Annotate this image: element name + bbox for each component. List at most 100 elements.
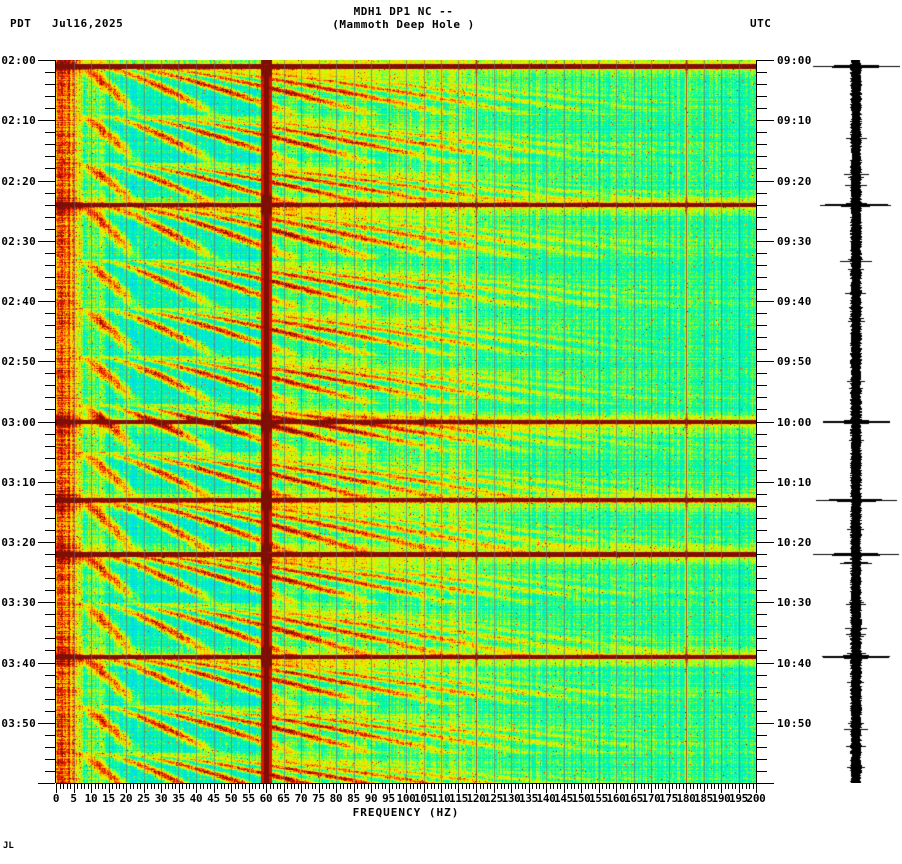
time-tick-major-left: [38, 662, 55, 664]
freq-tick-minor: [147, 784, 148, 789]
freq-tick-major: [476, 784, 477, 793]
freq-label: 135: [519, 792, 538, 805]
time-tick-minor-left: [45, 650, 55, 652]
time-tick-minor-right: [757, 758, 767, 760]
freq-tick-minor: [347, 784, 348, 789]
freq-tick-major: [756, 784, 757, 793]
freq-tick-minor: [305, 784, 306, 789]
time-label-left: 02:00: [1, 54, 36, 67]
time-tick-minor-left: [45, 409, 55, 411]
freq-tick-minor: [88, 784, 89, 789]
freq-tick-minor: [364, 784, 365, 789]
freq-tick-minor: [735, 784, 736, 789]
freq-tick-minor: [518, 784, 519, 789]
freq-label: 10: [84, 792, 98, 805]
time-tick-minor-right: [757, 204, 767, 206]
freq-tick-minor: [270, 784, 271, 789]
freq-tick-major: [458, 784, 459, 793]
time-tick-major-right: [757, 361, 774, 363]
freq-tick-minor: [340, 784, 341, 789]
freq-tick-minor: [728, 784, 729, 789]
freq-tick-minor: [483, 784, 484, 789]
freq-tick-major: [371, 784, 372, 793]
freq-tick-minor: [487, 784, 488, 789]
freq-tick-major: [301, 784, 302, 793]
freq-tick-major: [704, 784, 705, 793]
freq-tick-minor: [504, 784, 505, 789]
freq-tick-minor: [725, 784, 726, 789]
time-tick-minor-right: [757, 84, 767, 86]
freq-tick-minor: [238, 784, 239, 789]
spectrogram-plot[interactable]: [56, 60, 756, 783]
freq-tick-minor: [690, 784, 691, 789]
freq-tick-minor: [116, 784, 117, 789]
freq-label: 120: [466, 792, 486, 805]
time-label-left: 03:10: [1, 475, 36, 489]
freq-tick-minor: [151, 784, 152, 789]
freq-label: 35: [172, 792, 185, 805]
freq-tick-minor: [455, 784, 456, 789]
time-tick-minor-left: [45, 276, 55, 278]
freq-tick-minor: [658, 784, 659, 789]
freq-label: 170: [641, 792, 661, 805]
time-tick-minor-right: [757, 638, 767, 640]
time-tick-major-right: [757, 240, 774, 242]
freq-tick-minor: [102, 784, 103, 789]
freq-tick-minor: [431, 784, 432, 789]
time-label-right: 10:00: [777, 415, 812, 429]
freq-tick-major: [249, 784, 250, 793]
freq-tick-minor: [732, 784, 733, 789]
freq-tick-minor: [403, 784, 404, 789]
time-label-left: 03:30: [1, 596, 36, 610]
time-tick-minor-right: [757, 276, 767, 278]
time-label-right: 09:20: [777, 174, 812, 188]
time-tick-minor-right: [757, 228, 767, 230]
freq-label: 55: [242, 792, 255, 805]
time-tick-minor-right: [757, 746, 767, 748]
freq-tick-minor: [378, 784, 379, 789]
time-tick-minor-right: [757, 385, 767, 387]
freq-label: 105: [414, 792, 433, 805]
freq-tick-major: [599, 784, 600, 793]
time-tick-major-left: [38, 421, 55, 423]
time-tick-major-right: [757, 481, 774, 483]
corner-glyph: JL: [3, 841, 14, 851]
freq-tick-minor: [186, 784, 187, 789]
freq-tick-minor: [112, 784, 113, 789]
time-tick-minor-right: [757, 409, 767, 411]
date-label: Jul16,2025: [52, 17, 124, 30]
time-tick-minor-left: [45, 108, 55, 110]
time-tick-minor-left: [45, 566, 55, 568]
time-tick-minor-right: [757, 566, 767, 568]
freq-tick-major: [196, 784, 197, 793]
time-tick-minor-right: [757, 578, 767, 580]
freq-tick-minor: [641, 784, 642, 789]
freq-tick-minor: [77, 784, 78, 789]
freq-tick-major: [546, 784, 547, 793]
freq-label: 145: [554, 792, 573, 805]
freq-tick-minor: [154, 784, 155, 789]
time-tick-major-left: [38, 361, 55, 363]
freq-tick-minor: [588, 784, 589, 789]
freq-label: 165: [624, 792, 643, 805]
freq-tick-minor: [123, 784, 124, 789]
freq-tick-minor: [557, 784, 558, 789]
freq-label: 150: [571, 792, 591, 805]
time-tick-minor-right: [757, 493, 767, 495]
time-label-right: 09:50: [777, 355, 812, 369]
freq-tick-minor: [679, 784, 680, 789]
freq-tick-major: [424, 784, 425, 793]
time-tick-minor-left: [45, 96, 55, 98]
time-tick-minor-left: [45, 493, 55, 495]
time-tick-major-right: [757, 542, 774, 543]
freq-tick-minor: [462, 784, 463, 789]
time-tick-minor-left: [45, 216, 55, 218]
time-tick-minor-right: [757, 337, 767, 339]
helicorder-trace[interactable]: [812, 60, 900, 783]
time-tick-minor-left: [45, 734, 55, 736]
freq-tick-minor: [560, 784, 561, 789]
time-label-right: 10:30: [777, 596, 812, 610]
time-label-left: 02:40: [1, 295, 36, 308]
time-tick-minor-left: [45, 288, 55, 290]
freq-label: 125: [484, 792, 503, 805]
